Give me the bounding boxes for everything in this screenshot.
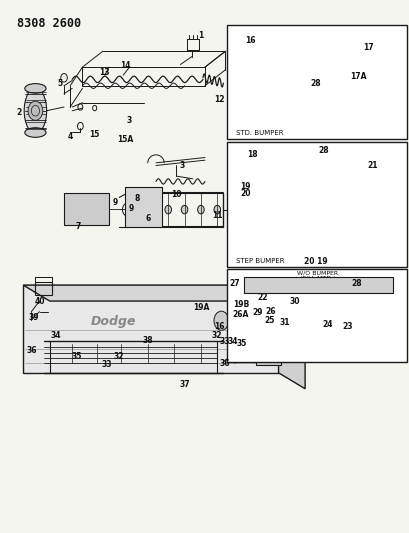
Circle shape xyxy=(28,101,43,120)
Text: 1: 1 xyxy=(198,31,203,40)
Bar xyxy=(243,277,392,293)
Text: 7: 7 xyxy=(75,222,81,231)
Text: 33: 33 xyxy=(219,337,229,346)
Circle shape xyxy=(181,205,187,214)
Text: 38: 38 xyxy=(142,336,153,345)
Text: 24: 24 xyxy=(321,320,332,329)
Text: 25: 25 xyxy=(264,316,274,325)
Bar xyxy=(64,193,109,225)
Text: STEP BUMPER: STEP BUMPER xyxy=(235,258,283,264)
Ellipse shape xyxy=(24,88,47,133)
Text: 28: 28 xyxy=(317,146,328,155)
Text: 32: 32 xyxy=(211,331,222,340)
Text: 15: 15 xyxy=(89,130,100,139)
Text: 4: 4 xyxy=(67,132,73,141)
Circle shape xyxy=(321,144,332,158)
Text: 5: 5 xyxy=(57,78,62,87)
Text: 18: 18 xyxy=(246,150,257,159)
Circle shape xyxy=(255,312,281,346)
Text: 11: 11 xyxy=(211,212,222,221)
Text: 10: 10 xyxy=(171,190,181,199)
Text: 39: 39 xyxy=(28,312,38,321)
Text: 22: 22 xyxy=(256,293,267,302)
Text: 31: 31 xyxy=(279,318,289,327)
Text: 8: 8 xyxy=(135,194,140,203)
Text: 34: 34 xyxy=(50,331,61,340)
Text: 37: 37 xyxy=(179,380,189,389)
Text: 27: 27 xyxy=(229,279,239,288)
Text: 20: 20 xyxy=(240,189,250,198)
Circle shape xyxy=(315,79,326,93)
Text: 20 19: 20 19 xyxy=(303,257,326,265)
Text: 29: 29 xyxy=(252,308,263,317)
Circle shape xyxy=(364,155,380,176)
Text: 32: 32 xyxy=(114,352,124,361)
Text: 14: 14 xyxy=(120,61,130,70)
Text: 36: 36 xyxy=(26,346,36,355)
Bar xyxy=(227,269,406,362)
Text: 13: 13 xyxy=(99,68,110,77)
Text: W/O BUMPER
(SILL MTD.): W/O BUMPER (SILL MTD.) xyxy=(296,270,337,281)
Circle shape xyxy=(262,281,278,302)
Text: 28: 28 xyxy=(351,279,362,288)
Circle shape xyxy=(349,279,362,295)
Text: 21: 21 xyxy=(366,161,377,170)
Text: 19B: 19B xyxy=(233,300,249,309)
Text: 17: 17 xyxy=(362,43,373,52)
Text: 19A: 19A xyxy=(192,303,209,312)
Text: 8308 2600: 8308 2600 xyxy=(17,17,81,30)
Polygon shape xyxy=(23,285,304,301)
Circle shape xyxy=(249,150,262,165)
Bar xyxy=(125,187,162,227)
Circle shape xyxy=(197,205,204,214)
Text: 6: 6 xyxy=(145,214,150,223)
Text: Dodge: Dodge xyxy=(90,315,136,328)
Text: 3: 3 xyxy=(180,161,185,170)
Text: 34: 34 xyxy=(227,337,238,346)
Bar xyxy=(227,142,406,266)
Text: 15A: 15A xyxy=(117,135,133,144)
Ellipse shape xyxy=(25,128,46,138)
Text: 30: 30 xyxy=(289,296,299,305)
Circle shape xyxy=(213,205,220,214)
Text: 19: 19 xyxy=(240,182,250,191)
Circle shape xyxy=(213,311,228,330)
Bar xyxy=(256,293,280,365)
Text: 17A: 17A xyxy=(349,71,366,80)
Text: 36: 36 xyxy=(219,359,229,368)
Text: 26: 26 xyxy=(265,307,275,316)
Circle shape xyxy=(240,298,249,311)
Circle shape xyxy=(354,47,377,77)
Circle shape xyxy=(276,286,291,305)
Text: 9: 9 xyxy=(112,198,117,207)
Text: 28: 28 xyxy=(309,78,320,87)
Circle shape xyxy=(267,305,276,318)
Text: 12: 12 xyxy=(213,94,224,103)
Polygon shape xyxy=(23,285,278,373)
Bar xyxy=(286,294,302,310)
Text: 33: 33 xyxy=(101,360,112,369)
Text: 35: 35 xyxy=(71,352,81,361)
Polygon shape xyxy=(278,285,304,389)
Text: 16: 16 xyxy=(213,321,224,330)
Ellipse shape xyxy=(25,84,46,93)
Ellipse shape xyxy=(255,303,264,320)
Bar xyxy=(227,25,406,139)
Bar xyxy=(35,282,52,295)
Circle shape xyxy=(164,205,171,214)
Text: 9: 9 xyxy=(128,204,134,213)
Text: 2: 2 xyxy=(16,108,22,117)
Text: 26A: 26A xyxy=(232,310,249,319)
Text: 3: 3 xyxy=(126,116,132,125)
Text: 23: 23 xyxy=(342,321,353,330)
Text: 35: 35 xyxy=(236,339,246,348)
Text: 40: 40 xyxy=(34,296,45,305)
Text: 16: 16 xyxy=(244,36,254,45)
Text: STD. BUMPER: STD. BUMPER xyxy=(235,130,283,136)
